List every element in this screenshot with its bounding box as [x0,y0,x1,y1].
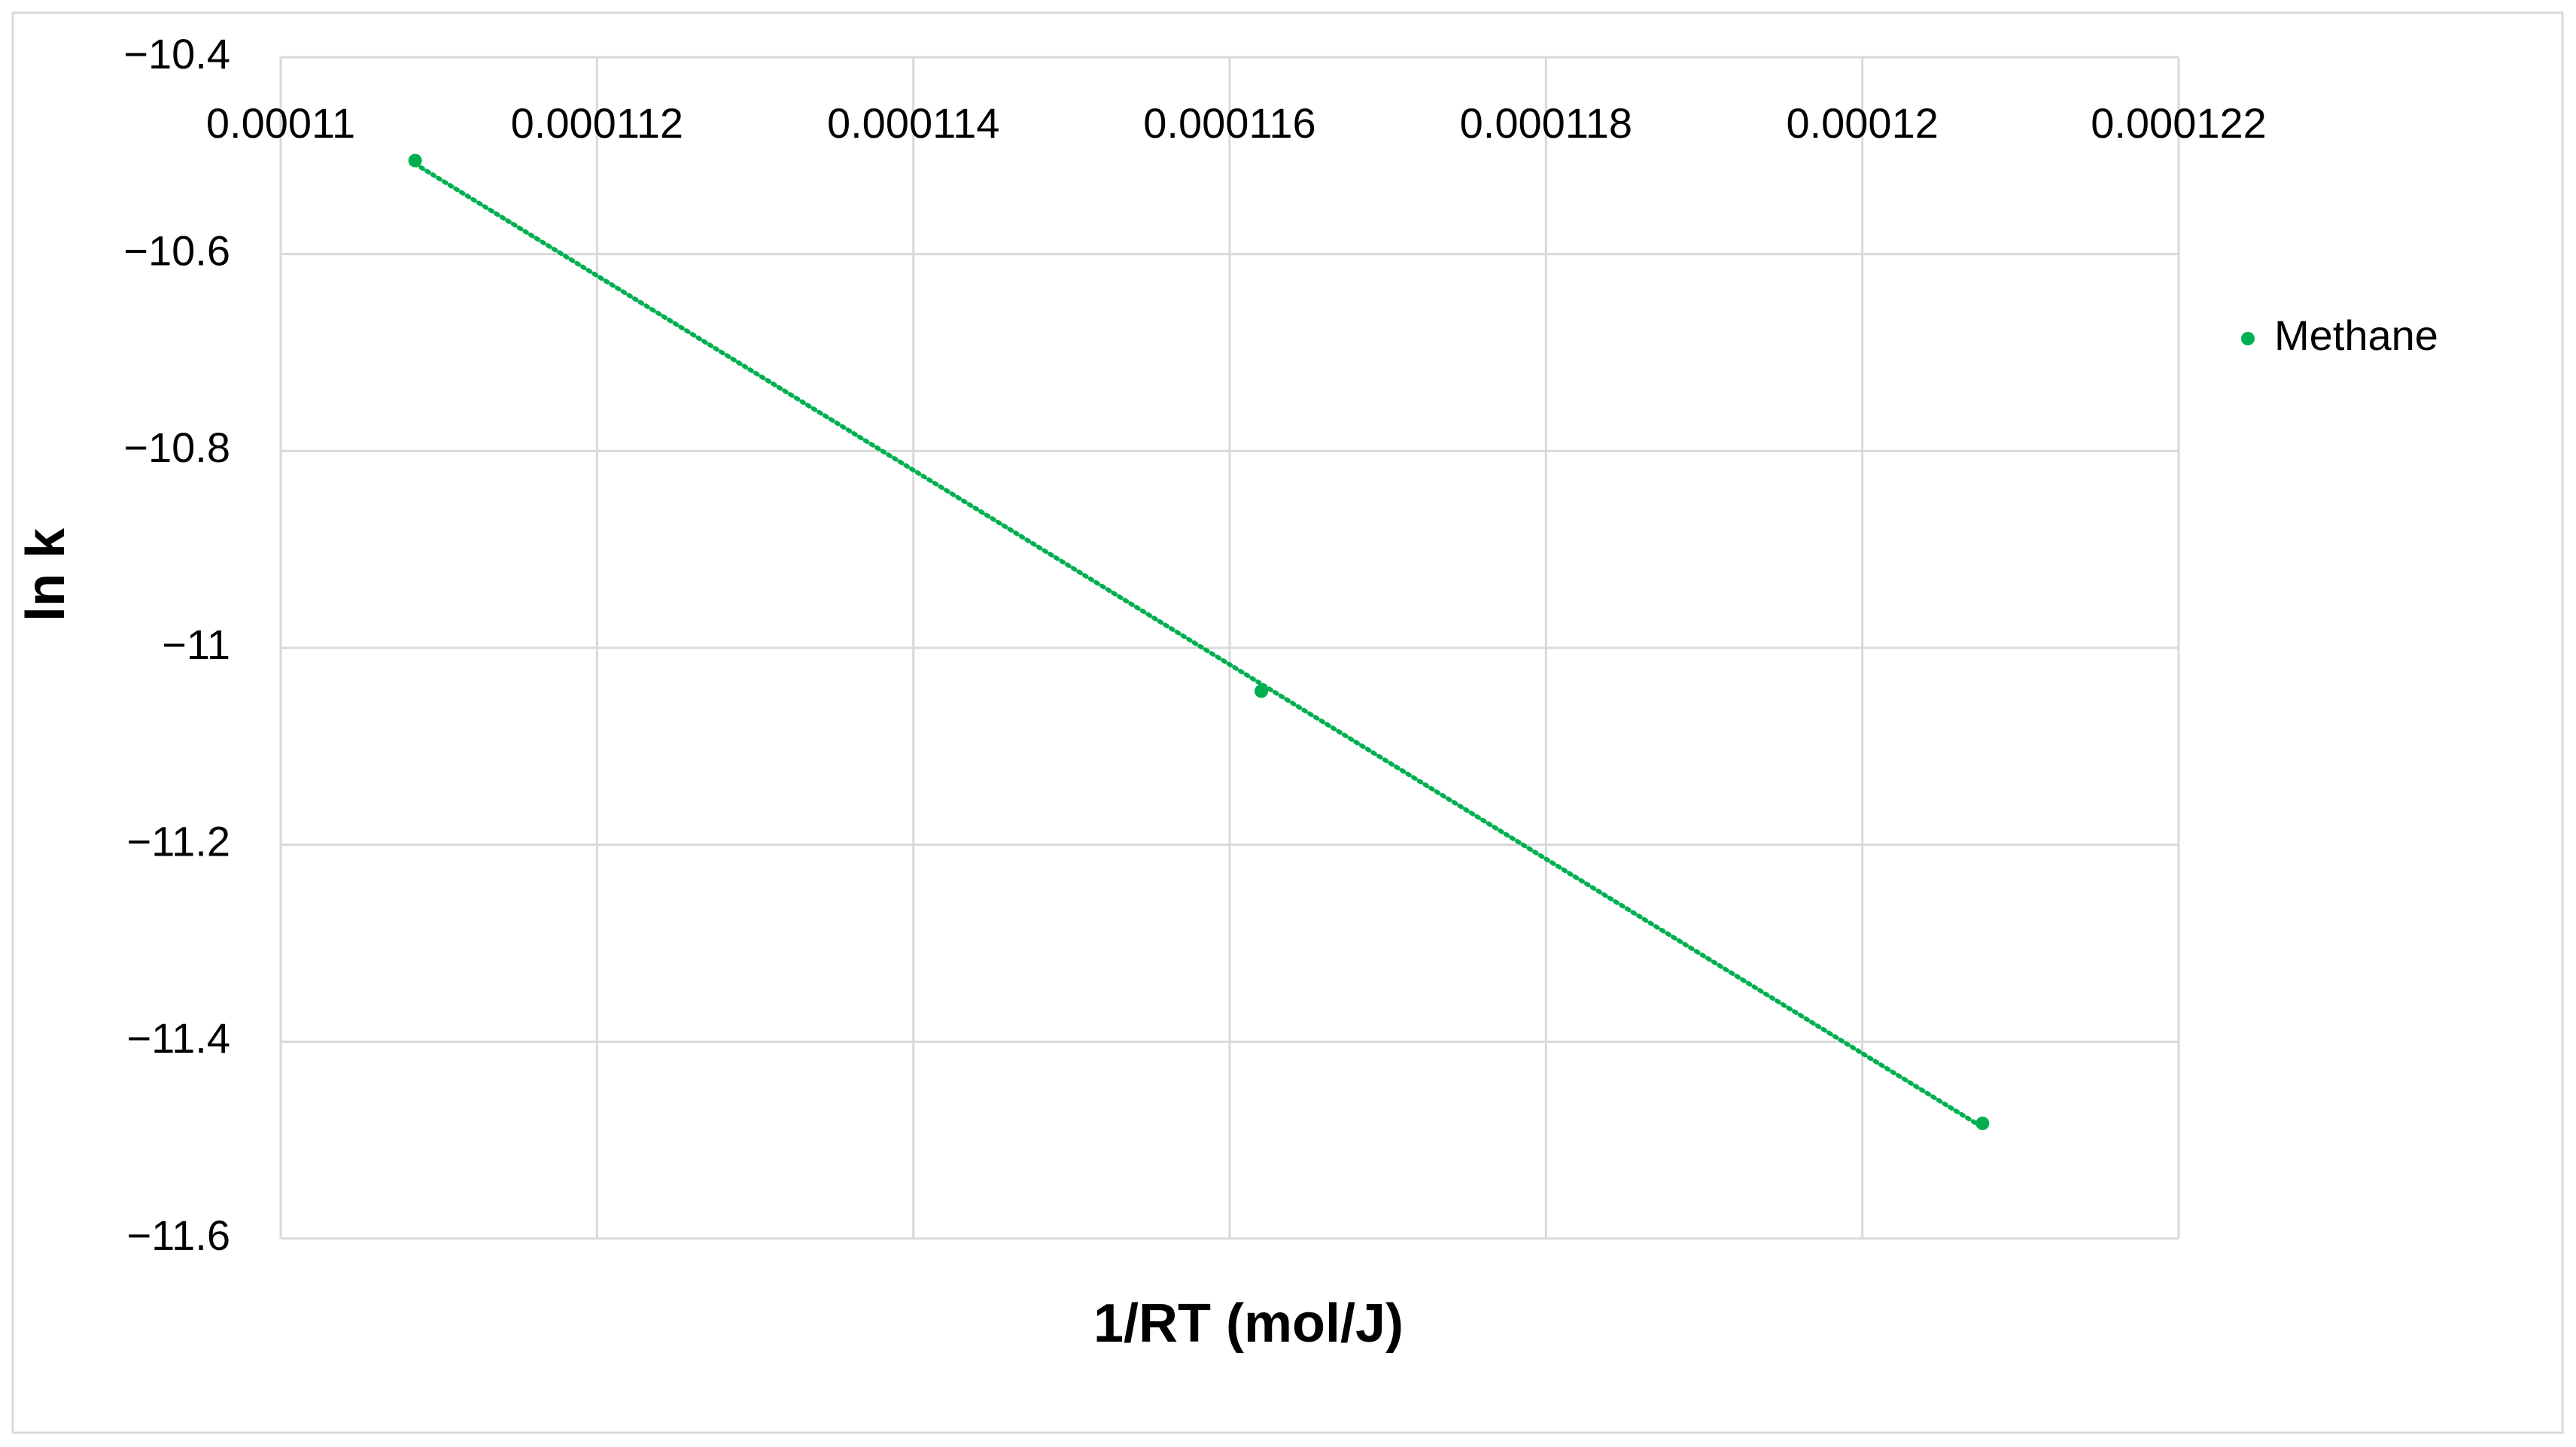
x-tick-label: 0.000122 [2091,99,2267,147]
y-tick-label: −11.2 [126,817,230,865]
y-tick-label: −11.6 [126,1211,230,1259]
x-axis-title: 1/RT (mol/J) [1093,1293,1404,1354]
data-point [1975,1116,1990,1130]
y-tick-label: −10.6 [123,226,230,274]
x-tick-label: 0.00012 [1786,99,1938,147]
x-tick-label: 0.000118 [1460,99,1632,147]
chart-border [11,11,2564,1434]
y-axis-title: ln k [16,527,76,622]
legend-marker [2241,332,2255,345]
data-point [408,154,422,168]
x-tick-label: 0.00011 [206,99,355,147]
y-tick-label: −10.8 [123,424,230,471]
trendline [412,161,1985,1130]
legend-label: Methane [2274,312,2438,359]
y-tick-label: −11 [162,621,230,668]
x-tick-label: 0.000112 [511,99,683,147]
x-tick-label: 0.000114 [827,99,999,147]
y-tick-label: −10.4 [123,30,230,78]
data-point [1255,684,1269,698]
y-tick-label: −11.4 [126,1014,230,1062]
x-tick-label: 0.000116 [1143,99,1315,147]
